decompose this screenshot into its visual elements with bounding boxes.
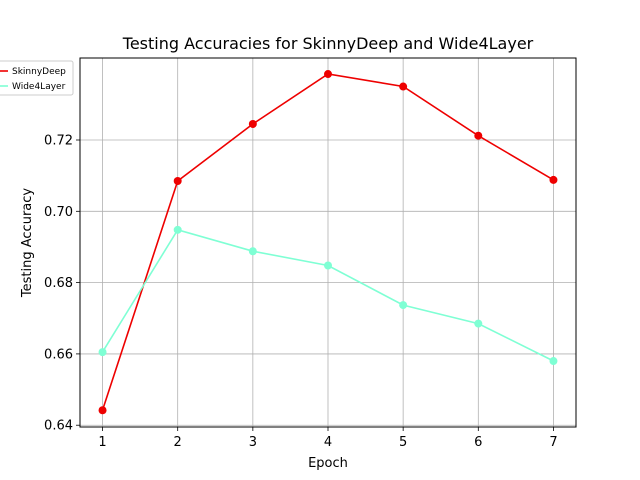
y-tick-label: 0.72 [44, 134, 73, 149]
y-tick-label: 0.64 [44, 419, 73, 434]
data-point [474, 131, 483, 140]
x-axis-label: Epoch [308, 456, 348, 471]
legend-label: SkinnyDeep [12, 67, 66, 77]
data-point [248, 119, 257, 128]
y-tick-label: 0.70 [44, 205, 73, 220]
data-point [173, 225, 182, 234]
x-tick-label: 5 [399, 435, 407, 450]
y-axis: 0.64 0.66 0.68 0.70 0.72 [44, 134, 80, 434]
data-point [399, 301, 408, 310]
x-tick-label: 4 [324, 435, 332, 450]
legend-box [0, 60, 74, 96]
data-point [98, 348, 107, 357]
data-point [399, 82, 408, 91]
x-tick-label: 3 [249, 435, 257, 450]
x-axis: 1 2 3 4 5 6 7 [98, 427, 558, 450]
data-point [248, 247, 257, 256]
x-tick-label: 2 [174, 435, 182, 450]
data-point [324, 261, 332, 270]
data-point [98, 406, 107, 415]
data-point [549, 357, 558, 366]
y-tick-label: 0.68 [44, 276, 73, 291]
series-layer [98, 70, 558, 415]
x-tick-label: 7 [549, 435, 557, 450]
data-point [549, 175, 558, 184]
y-axis-label: Testing Accuracy [20, 188, 35, 298]
data-point [324, 70, 332, 79]
x-tick-label: 1 [98, 435, 106, 450]
legend: SkinnyDeep Wide4Layer [0, 60, 74, 96]
series-skinnydeep [98, 70, 558, 415]
data-point [474, 319, 483, 328]
data-point [173, 177, 182, 185]
chart-title: Testing Accuracies for SkinnyDeep and Wi… [122, 34, 534, 53]
series-wide4layer [98, 225, 558, 366]
legend-label: Wide4Layer [12, 82, 66, 92]
x-tick-label: 6 [474, 435, 482, 450]
y-tick-label: 0.66 [44, 347, 73, 362]
grid-lines [80, 58, 576, 427]
